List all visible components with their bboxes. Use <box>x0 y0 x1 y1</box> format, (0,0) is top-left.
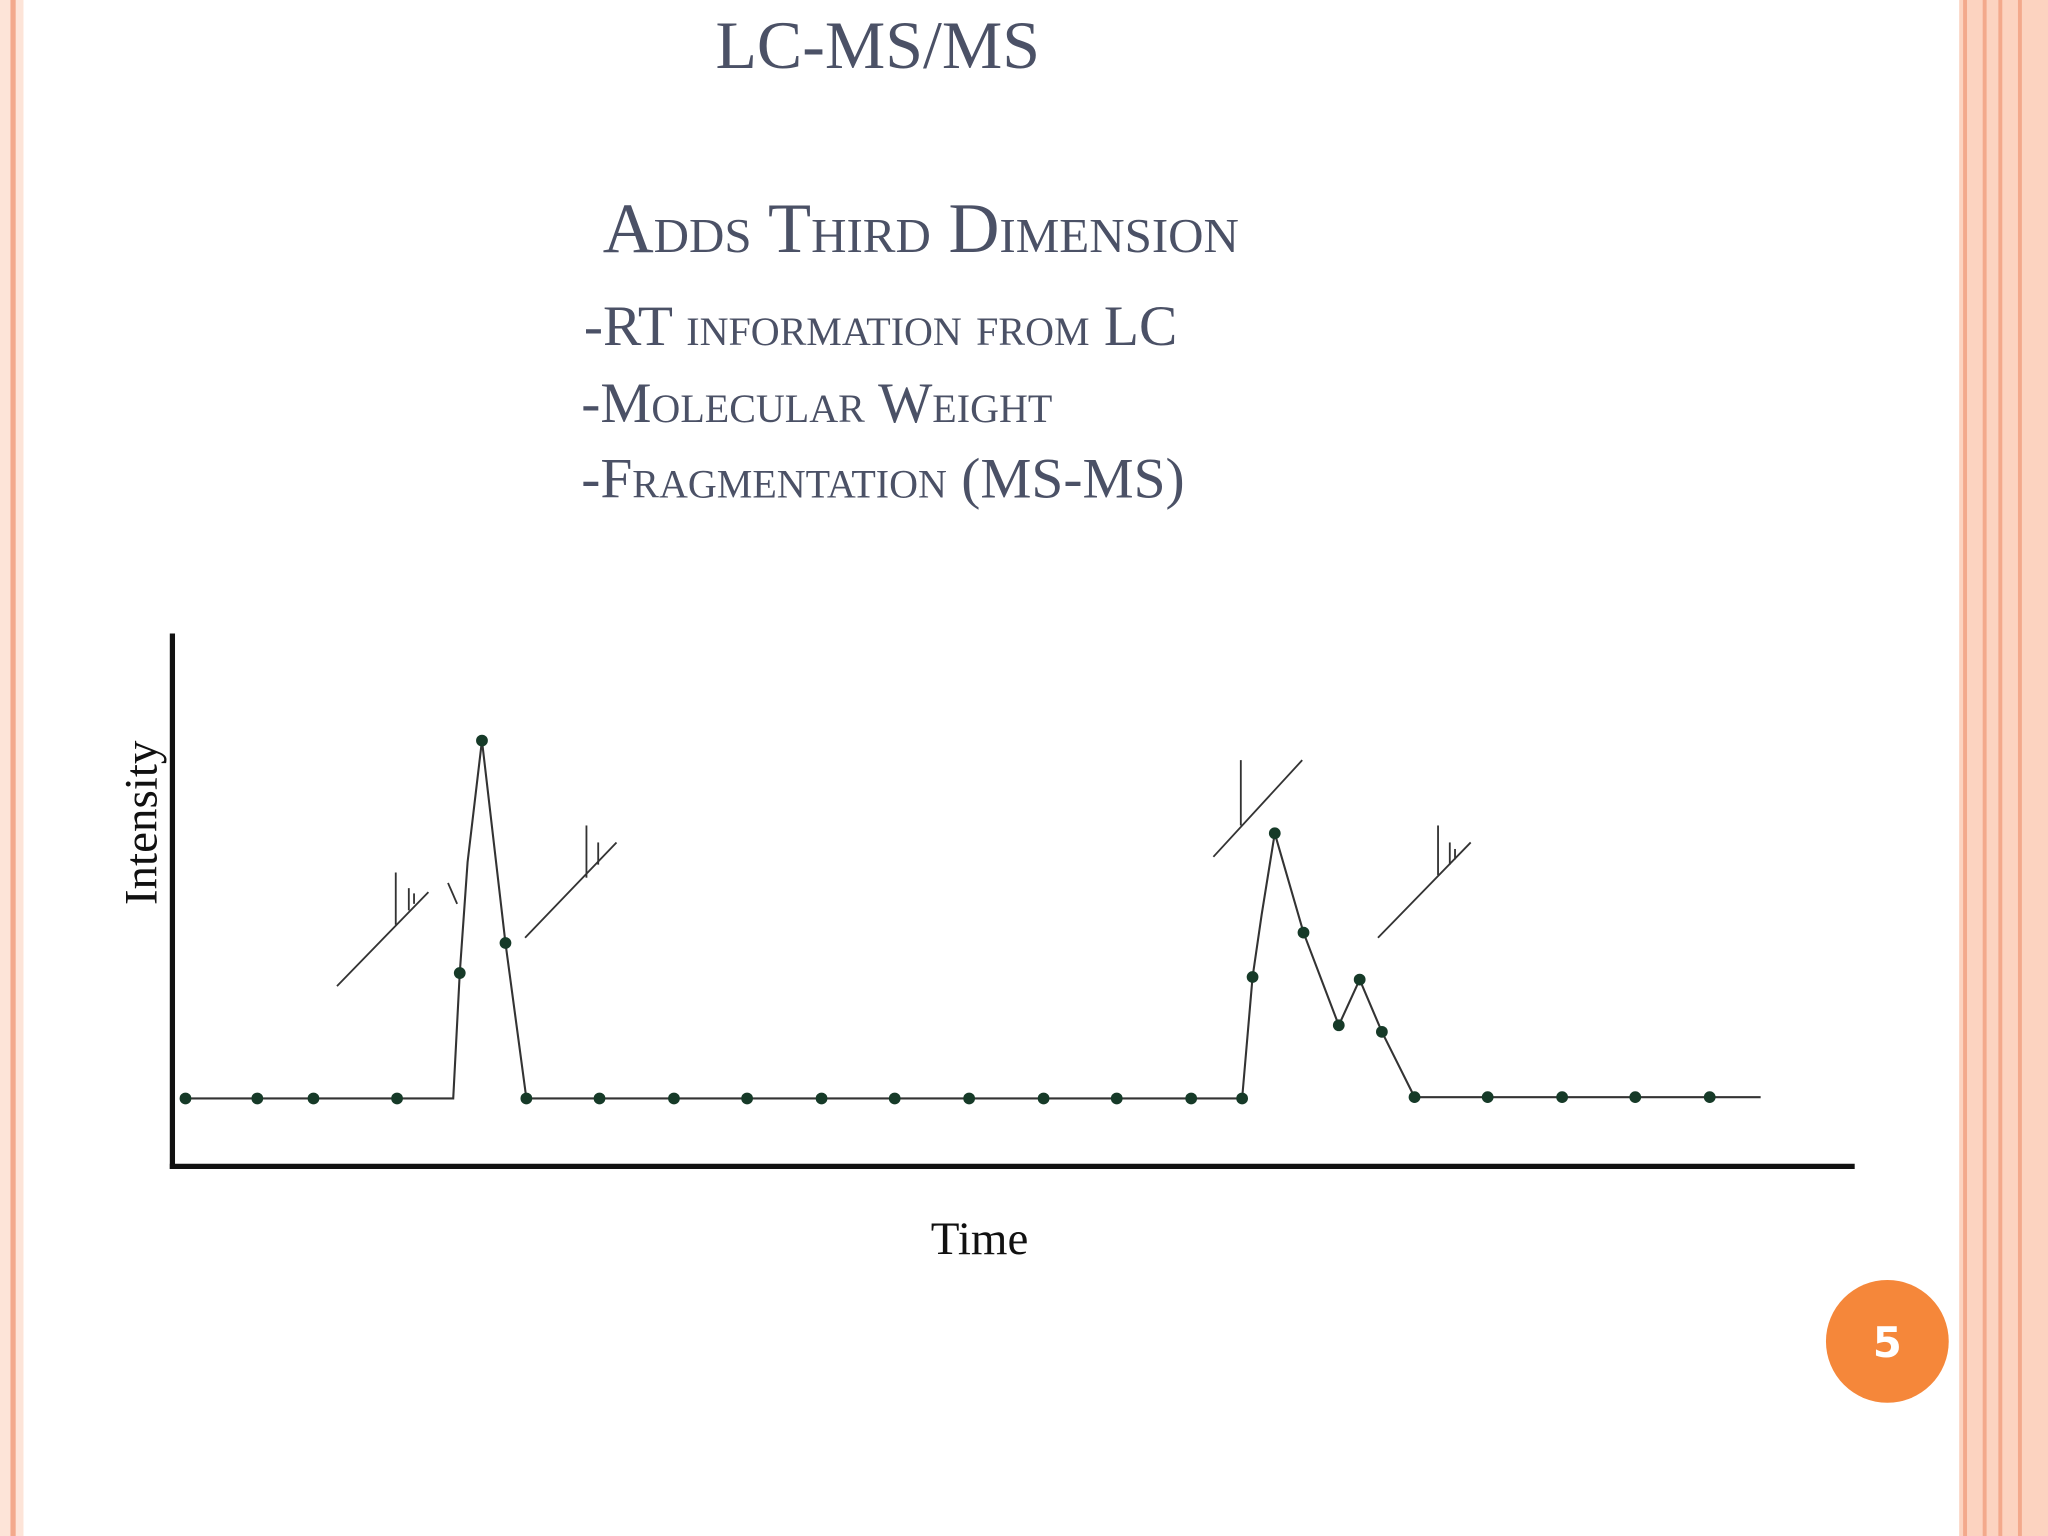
point <box>476 734 488 747</box>
subtitle: Adds Third Dimension <box>603 190 1239 268</box>
right-border-line <box>1963 0 1968 1536</box>
point <box>1629 1091 1642 1104</box>
point <box>499 937 512 949</box>
point <box>179 1092 192 1105</box>
spectrum-axis <box>336 891 430 987</box>
point <box>593 1092 606 1105</box>
spectrum-icons <box>336 759 1472 987</box>
point <box>1703 1091 1716 1104</box>
right-border-line <box>2017 0 2022 1536</box>
bullet: -Molecular Weight <box>581 372 1052 435</box>
point <box>888 1092 901 1105</box>
point <box>1297 926 1310 939</box>
title: LC-MS/MS <box>715 7 1040 83</box>
point <box>963 1092 976 1105</box>
point <box>453 967 466 979</box>
point <box>391 1092 403 1105</box>
page-number-badge <box>1825 1280 1949 1403</box>
y-axis-label: Intensity <box>116 740 168 905</box>
chromatogram-figure: Intensity Time <box>116 633 1855 1265</box>
point <box>1353 973 1366 986</box>
page-number: 5 <box>1873 1318 1902 1367</box>
spectrum-axis <box>524 841 618 939</box>
point <box>307 1092 320 1105</box>
point <box>1408 1091 1421 1104</box>
point <box>1556 1091 1568 1104</box>
point <box>1376 1025 1388 1038</box>
point <box>815 1092 828 1105</box>
spectrum-axis <box>1212 759 1303 858</box>
bullet: -Fragmentation (MS-MS) <box>581 448 1184 511</box>
point <box>741 1092 753 1105</box>
right-border <box>1959 0 2048 1536</box>
point <box>1110 1092 1123 1105</box>
point <box>1236 1092 1248 1105</box>
point <box>1246 971 1259 983</box>
left-border-line <box>10 0 16 1536</box>
point <box>1268 827 1281 840</box>
x-axis-label: Time <box>931 1213 1029 1265</box>
point <box>1185 1092 1198 1105</box>
sample-points <box>179 734 1716 1105</box>
right-border-line <box>1998 0 2003 1536</box>
point <box>520 1092 533 1105</box>
right-border-line <box>1982 0 1987 1536</box>
point <box>251 1092 264 1105</box>
spectrum-mark <box>447 882 458 905</box>
point <box>668 1092 680 1105</box>
point <box>1481 1091 1494 1104</box>
point <box>1037 1092 1050 1105</box>
bullet: -RT information from LC <box>584 295 1178 358</box>
point <box>1332 1019 1345 1032</box>
